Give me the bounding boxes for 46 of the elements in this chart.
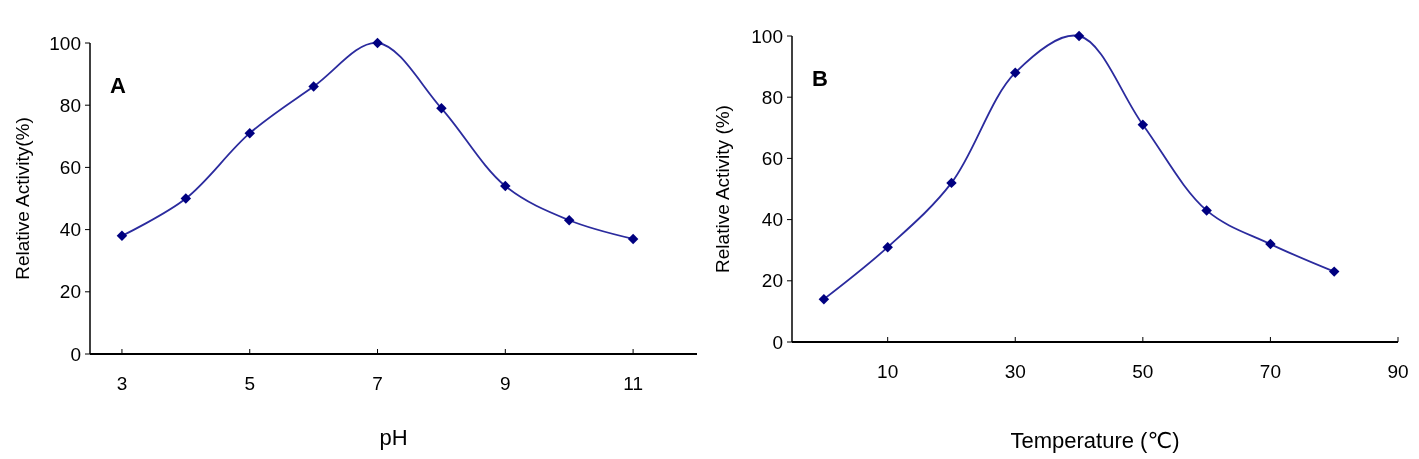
point bbox=[627, 233, 639, 245]
point bbox=[818, 293, 830, 305]
x-tick-label: 90 bbox=[1387, 361, 1409, 382]
point bbox=[1073, 30, 1085, 42]
point bbox=[308, 81, 319, 92]
x-axis-title: Temperature (℃) bbox=[1010, 428, 1180, 453]
point bbox=[436, 103, 447, 114]
y-tick-label: 100 bbox=[751, 25, 783, 47]
x-tick-label: 50 bbox=[1132, 361, 1154, 382]
y-tick-label: 20 bbox=[761, 270, 783, 292]
x-tick-label: 10 bbox=[877, 361, 899, 382]
y-tick-label: 80 bbox=[761, 86, 783, 108]
point bbox=[1265, 238, 1276, 250]
point bbox=[244, 127, 255, 139]
y-tick-label: 100 bbox=[49, 32, 81, 54]
x-tick-label: 9 bbox=[500, 373, 511, 394]
y-tick-label: 60 bbox=[761, 147, 783, 169]
point bbox=[500, 180, 511, 192]
x-tick-label: 5 bbox=[244, 373, 256, 394]
y-tick-label: 80 bbox=[59, 94, 81, 116]
point bbox=[946, 177, 957, 189]
x-axis-title: pH bbox=[379, 425, 408, 450]
point bbox=[882, 241, 893, 253]
y-tick-label: 0 bbox=[772, 331, 783, 353]
text: B bbox=[812, 66, 828, 91]
y-tick-label: 40 bbox=[761, 209, 783, 231]
point bbox=[180, 193, 192, 204]
point bbox=[116, 230, 128, 242]
y-axis-title: Relative Activity(%) bbox=[11, 117, 33, 280]
point bbox=[1328, 266, 1340, 277]
point bbox=[563, 215, 575, 226]
x-tick-label: 11 bbox=[623, 373, 643, 394]
y-tick-label: 40 bbox=[59, 219, 81, 241]
text: A bbox=[110, 73, 126, 98]
x-tick-label: 70 bbox=[1259, 361, 1281, 382]
point bbox=[372, 37, 383, 49]
point bbox=[1010, 67, 1021, 78]
point bbox=[1201, 205, 1212, 216]
point bbox=[1137, 119, 1149, 130]
y-tick-label: 60 bbox=[59, 156, 81, 178]
x-tick-label: 7 bbox=[372, 373, 383, 394]
y-tick-label: 20 bbox=[59, 281, 81, 303]
x-tick-label: 3 bbox=[116, 373, 128, 394]
y-tick-label: 0 bbox=[70, 343, 81, 365]
y-axis-title: Relative Activity (%) bbox=[711, 105, 733, 273]
x-tick-label: 30 bbox=[1004, 361, 1026, 382]
